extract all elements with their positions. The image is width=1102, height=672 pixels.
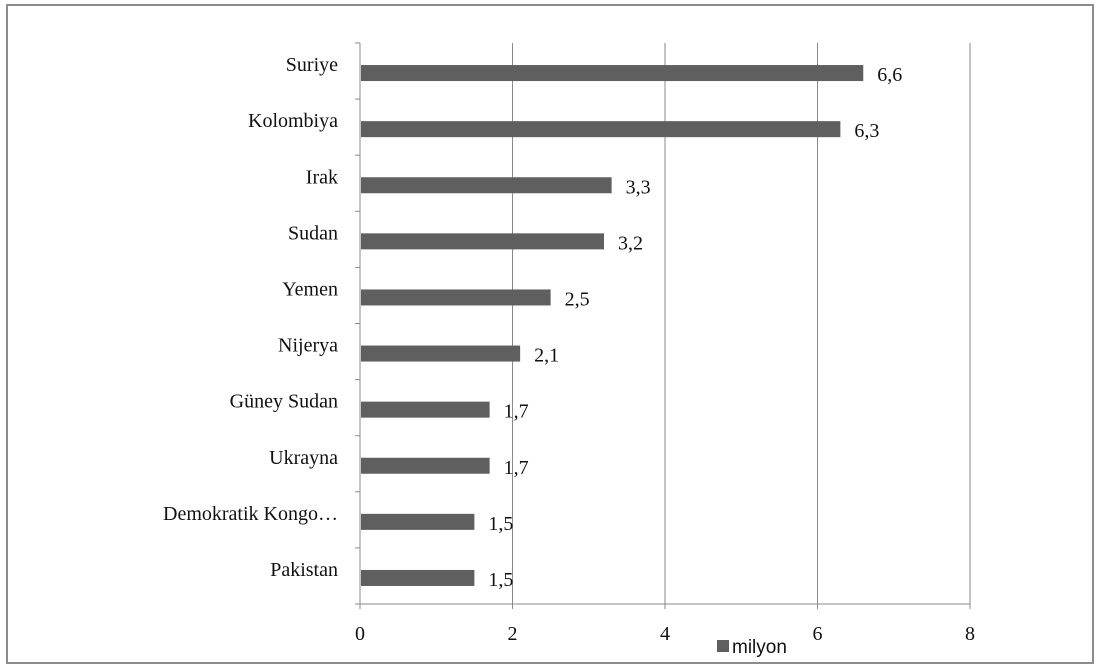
bar bbox=[361, 569, 475, 586]
axes bbox=[355, 42, 971, 609]
bar bbox=[361, 177, 612, 194]
data-label: 1,5 bbox=[488, 513, 513, 535]
bars bbox=[361, 65, 864, 586]
data-label: 6,6 bbox=[877, 64, 902, 86]
category-label: Irak bbox=[306, 166, 338, 188]
bar bbox=[361, 457, 490, 474]
category-label: Yemen bbox=[282, 278, 338, 300]
data-label: 1,7 bbox=[504, 457, 529, 479]
category-label: Suriye bbox=[286, 54, 338, 76]
data-label: 6,3 bbox=[854, 120, 879, 142]
labels: 0 2 4 6 8 Suriye 6,6 Kolombiya 6,3 Irak 3,3 Sudan 3,… bbox=[163, 54, 975, 645]
x-tick-label: 0 bbox=[355, 623, 365, 645]
bar bbox=[361, 65, 864, 82]
x-tick-label: 2 bbox=[508, 623, 518, 645]
bar bbox=[361, 233, 604, 250]
category-label: Nijerya bbox=[278, 335, 338, 357]
bar bbox=[361, 401, 490, 418]
x-tick-label: 6 bbox=[813, 623, 823, 645]
category-label: Demokratik Kongo… bbox=[163, 503, 338, 525]
bar bbox=[361, 121, 841, 138]
data-label: 1,5 bbox=[488, 569, 513, 591]
data-label: 3,2 bbox=[618, 232, 643, 254]
data-label: 2,5 bbox=[565, 288, 590, 310]
category-label: Ukrayna bbox=[269, 447, 338, 469]
data-label: 3,3 bbox=[626, 176, 651, 198]
category-label: Güney Sudan bbox=[230, 391, 338, 413]
chart-frame bbox=[6, 4, 1094, 664]
x-tick-label: 4 bbox=[660, 623, 670, 645]
category-label: Sudan bbox=[288, 222, 338, 244]
legend-label: milyon bbox=[732, 637, 787, 658]
data-label: 2,1 bbox=[534, 345, 559, 367]
legend: milyon bbox=[717, 637, 787, 658]
bar bbox=[361, 289, 551, 306]
data-label: 1,7 bbox=[504, 401, 529, 423]
bar bbox=[361, 513, 475, 530]
x-tick-label: 8 bbox=[965, 623, 975, 645]
category-label: Pakistan bbox=[270, 559, 338, 581]
category-label: Kolombiya bbox=[248, 110, 338, 132]
legend-swatch bbox=[717, 640, 729, 652]
bar bbox=[361, 345, 521, 362]
